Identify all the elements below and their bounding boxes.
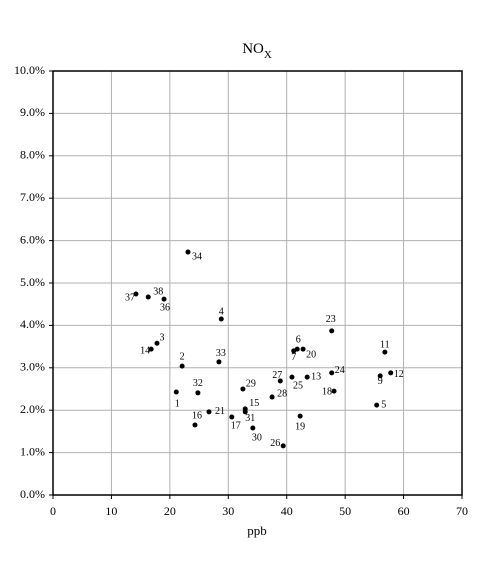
point-label: 21	[215, 406, 225, 417]
point	[216, 359, 222, 365]
x-tick-label: 30	[222, 504, 234, 518]
point	[300, 346, 306, 352]
point-label: 6	[296, 334, 301, 345]
point-label: 31	[245, 413, 255, 424]
point	[229, 414, 235, 420]
point-label: 34	[192, 251, 202, 262]
x-tick-label: 40	[281, 504, 293, 518]
x-tick-label: 10	[105, 504, 117, 518]
point-label: 38	[153, 286, 163, 297]
point-label: 11	[380, 339, 390, 350]
point	[218, 316, 224, 322]
point	[179, 363, 185, 369]
point	[148, 346, 154, 352]
chart-title: NOX	[242, 41, 272, 60]
point-label: 13	[311, 371, 321, 382]
point	[329, 328, 335, 334]
point-label: 33	[216, 348, 226, 359]
point	[304, 374, 310, 380]
point	[145, 294, 151, 300]
point-label: 15	[249, 398, 259, 409]
x-tick-label: 0	[50, 504, 56, 518]
point-label: 27	[272, 370, 282, 381]
point-label: 2	[180, 351, 185, 362]
point-label: 17	[231, 420, 241, 431]
point-label: 30	[252, 432, 262, 443]
point-label: 9	[378, 376, 383, 387]
point	[133, 291, 139, 297]
point	[377, 373, 383, 379]
title-main: NO	[242, 41, 264, 57]
y-tick-label: 4.0%	[20, 317, 45, 331]
point-label: 1	[175, 398, 180, 409]
point-label: 12	[394, 369, 404, 380]
point-label: 18	[322, 386, 332, 397]
point-label: 19	[295, 421, 305, 432]
x-axis-label: ppb	[247, 523, 267, 538]
y-tick-label: 7.0%	[20, 190, 45, 204]
point-label: 23	[326, 314, 336, 325]
point-label: 4	[219, 306, 224, 317]
x-tick-label: 20	[164, 504, 176, 518]
point	[280, 443, 286, 449]
point	[382, 349, 388, 355]
point	[185, 249, 191, 255]
point	[374, 402, 380, 408]
point	[206, 409, 212, 415]
point	[173, 389, 179, 395]
point-label: 37	[125, 292, 135, 303]
y-tick-label: 3.0%	[20, 360, 45, 374]
point-label: 5	[381, 399, 386, 410]
point-label: 36	[160, 302, 170, 313]
point	[294, 346, 300, 352]
point	[331, 388, 337, 394]
point	[154, 340, 160, 346]
y-tick-label: 1.0%	[20, 444, 45, 458]
point	[329, 370, 335, 376]
y-tick-label: 5.0%	[20, 275, 45, 289]
point	[388, 370, 394, 376]
point-label: 7	[291, 352, 296, 363]
x-tick-label: 60	[398, 504, 410, 518]
x-tick-label: 70	[456, 504, 468, 518]
y-tick-label: 8.0%	[20, 148, 45, 162]
point	[192, 422, 198, 428]
plot-frame	[52, 70, 463, 496]
y-tick-label: 0.0%	[20, 487, 45, 501]
point	[240, 386, 246, 392]
point-label: 16	[192, 410, 202, 421]
x-tick-label: 50	[339, 504, 351, 518]
point	[195, 390, 201, 396]
point-label: 3	[160, 333, 165, 344]
point	[250, 425, 256, 431]
point-label: 29	[246, 378, 256, 389]
point	[242, 409, 248, 415]
point	[161, 296, 167, 302]
point-label: 20	[306, 349, 316, 360]
point-label: 25	[293, 380, 303, 391]
y-tick-label: 6.0%	[20, 232, 45, 246]
y-tick-label: 2.0%	[20, 402, 45, 416]
point-label: 26	[270, 438, 280, 449]
point	[289, 374, 295, 380]
title-sub: X	[264, 49, 272, 61]
point-label: 32	[193, 378, 203, 389]
y-tick-label: 10.0%	[14, 63, 45, 77]
point	[269, 394, 275, 400]
point	[297, 413, 303, 419]
point-label: 24	[335, 365, 345, 376]
point	[277, 378, 283, 384]
point-label: 28	[277, 388, 287, 399]
y-tick-label: 9.0%	[20, 105, 45, 119]
point-label: 14	[140, 345, 150, 356]
